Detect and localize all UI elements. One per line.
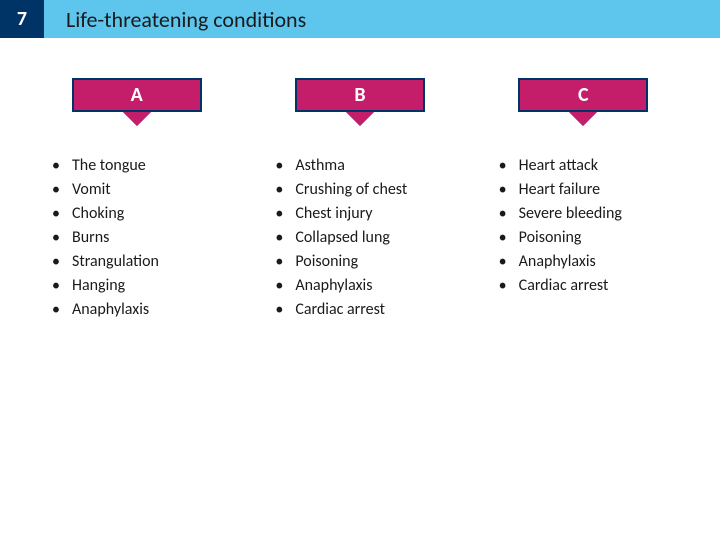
list-item: Cardiac arrest [497, 274, 680, 298]
column-a: A The tongue Vomit Choking Burns Strangu… [40, 78, 233, 322]
list-a: The tongue Vomit Choking Burns Strangula… [40, 154, 233, 322]
badge-c: C [518, 78, 648, 126]
column-c: C Heart attack Heart failure Severe blee… [487, 78, 680, 322]
list-item: Hanging [50, 274, 233, 298]
badge-c-label: C [518, 78, 648, 112]
page-number: 7 [0, 0, 44, 38]
badge-b-label: B [295, 78, 425, 112]
badge-b: B [295, 78, 425, 126]
list-item: Severe bleeding [497, 202, 680, 226]
list-item: Crushing of chest [273, 178, 456, 202]
list-item: Collapsed lung [273, 226, 456, 250]
badge-a-label: A [72, 78, 202, 112]
list-item: The tongue [50, 154, 233, 178]
list-item: Poisoning [273, 250, 456, 274]
list-c: Heart attack Heart failure Severe bleedi… [487, 154, 680, 298]
badge-b-arrow-icon [346, 112, 374, 126]
list-item: Choking [50, 202, 233, 226]
list-item: Cardiac arrest [273, 298, 456, 322]
list-item: Strangulation [50, 250, 233, 274]
list-item: Poisoning [497, 226, 680, 250]
list-item: Asthma [273, 154, 456, 178]
list-item: Heart failure [497, 178, 680, 202]
columns-container: A The tongue Vomit Choking Burns Strangu… [0, 38, 720, 322]
list-item: Heart attack [497, 154, 680, 178]
list-item: Vomit [50, 178, 233, 202]
list-item: Anaphylaxis [50, 298, 233, 322]
list-item: Anaphylaxis [273, 274, 456, 298]
header-bar: 7 Life-threatening conditions [0, 0, 720, 38]
badge-c-arrow-icon [569, 112, 597, 126]
badge-a: A [72, 78, 202, 126]
column-b: B Asthma Crushing of chest Chest injury … [263, 78, 456, 322]
list-b: Asthma Crushing of chest Chest injury Co… [263, 154, 456, 322]
badge-a-arrow-icon [123, 112, 151, 126]
list-item: Burns [50, 226, 233, 250]
list-item: Chest injury [273, 202, 456, 226]
list-item: Anaphylaxis [497, 250, 680, 274]
page-title: Life-threatening conditions [44, 0, 720, 38]
